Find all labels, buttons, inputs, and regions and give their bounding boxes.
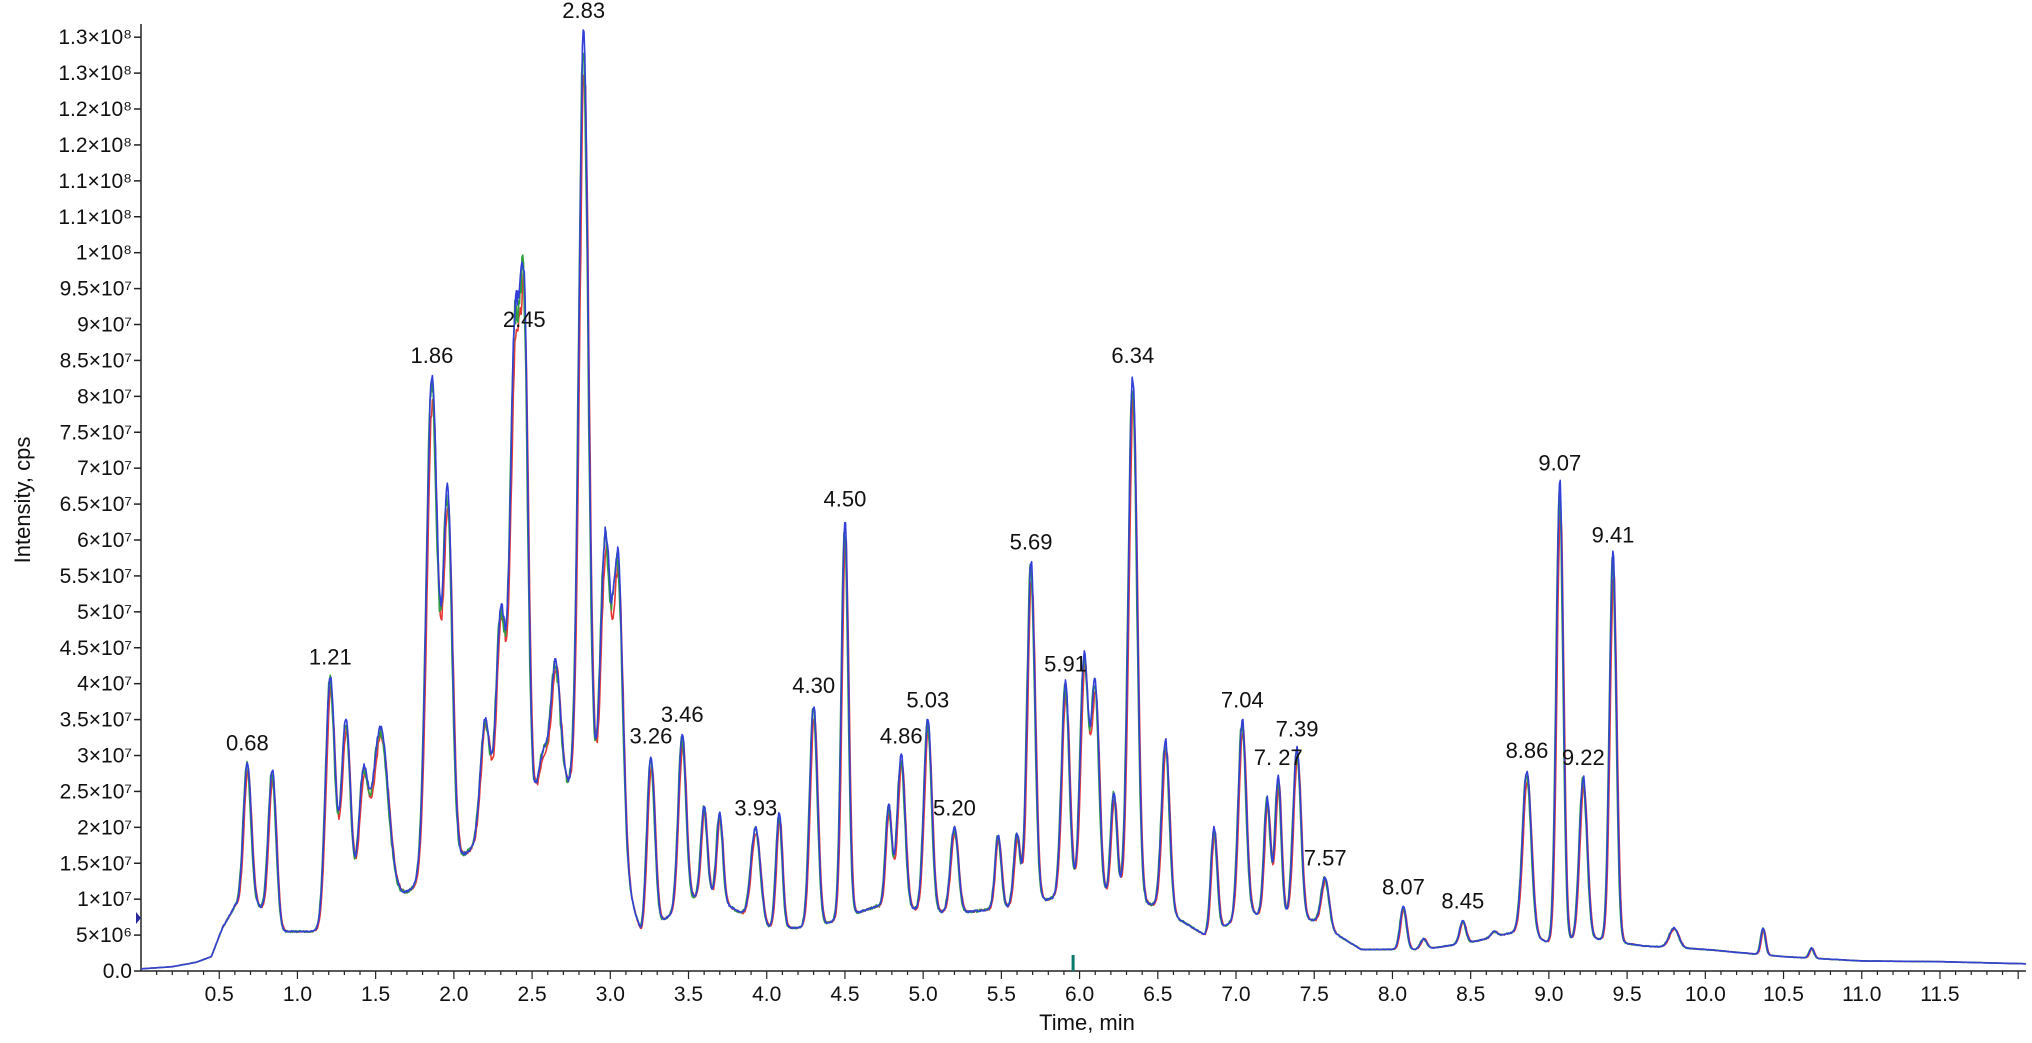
- x-tick-label: 6.5: [1143, 983, 1172, 1006]
- x-tick-label: 8.0: [1378, 983, 1407, 1006]
- y-axis-marker: [136, 912, 141, 924]
- x-tick-label: 7.0: [1221, 983, 1250, 1006]
- x-tick-label: 4.5: [830, 983, 859, 1006]
- peak-label: 4.50: [824, 486, 867, 511]
- peak-label: 4.86: [880, 724, 923, 749]
- y-tick-label: 0.0: [103, 960, 132, 983]
- peak-label: 4.30: [792, 673, 835, 698]
- x-axis-marker: [1071, 955, 1075, 971]
- peak-label: 9.07: [1538, 451, 1581, 476]
- peak-label: 1.21: [309, 644, 352, 669]
- y-tick-label: 4×10⁷: [77, 673, 132, 696]
- peak-label: 5.69: [1010, 530, 1053, 555]
- x-tick-label: 5.0: [909, 983, 938, 1006]
- y-tick-label: 6.5×10⁷: [60, 493, 132, 516]
- y-tick-label: 3×10⁷: [77, 745, 132, 768]
- peak-label: 7.04: [1221, 688, 1264, 713]
- peak-label: 5.20: [933, 795, 976, 820]
- y-tick-label: 3.5×10⁷: [60, 709, 132, 732]
- peak-label: 7. 27: [1254, 745, 1303, 770]
- y-tick-label: 7×10⁷: [77, 457, 132, 480]
- y-tick-label: 1.2×10⁸: [58, 98, 132, 121]
- y-tick-label: 1×10⁸: [76, 242, 132, 265]
- chromatogram-trace: [140, 52, 2027, 970]
- x-tick-label: 11.5: [1920, 983, 1959, 1006]
- y-tick-label: 8.5×10⁷: [60, 349, 132, 372]
- peak-label: 2.45: [503, 307, 546, 332]
- peak-label: 5.91: [1044, 652, 1087, 677]
- peak-label: 8.45: [1441, 889, 1484, 914]
- y-tick-label: 5.5×10⁷: [60, 565, 132, 588]
- x-tick-label: 10.5: [1763, 983, 1804, 1006]
- x-tick-label: 2.5: [517, 983, 546, 1006]
- y-tick-label: 7.5×10⁷: [60, 421, 132, 444]
- y-tick-label: 1.5×10⁷: [60, 852, 132, 875]
- y-tick-label: 1.1×10⁸: [58, 170, 132, 193]
- y-tick-label: 1.1×10⁸: [58, 206, 132, 229]
- peak-label: 9.22: [1562, 745, 1605, 770]
- x-axis: 0.5 1.0 1.5 2.0 2.5 3.0 3.5 4.0 4.5 5.0 5.5 6.0 6.5 7…: [141, 955, 2026, 1006]
- y-tick-label: 5×10⁷: [77, 601, 132, 624]
- x-tick-label: 6.0: [1065, 983, 1094, 1006]
- x-tick-label: 8.5: [1456, 983, 1485, 1006]
- y-tick-label: 6×10⁷: [77, 529, 132, 552]
- peak-label: 7.39: [1276, 716, 1319, 741]
- peak-label: 3.93: [734, 795, 777, 820]
- peak-label: 0.68: [226, 731, 269, 756]
- peak-labels: 0.68 1.21 1.86 2.45 2.83 3.263.46 3.93 4.30 4.50…: [226, 0, 1634, 914]
- peak-label: 3.46: [661, 702, 704, 727]
- y-tick-label: 1.3×10⁸: [58, 62, 132, 85]
- peak-label: 5.03: [906, 688, 949, 713]
- chromatogram-traces: [140, 29, 2027, 970]
- x-tick-label: 5.5: [987, 983, 1016, 1006]
- peak-label: 8.86: [1506, 738, 1549, 763]
- y-tick-label: 1×10⁷: [77, 888, 132, 911]
- chromatogram-trace: [140, 29, 2027, 970]
- x-tick-label: 7.5: [1300, 983, 1329, 1006]
- peak-label: 6.34: [1111, 343, 1154, 368]
- x-tick-label: 2.0: [439, 983, 468, 1006]
- y-tick-label: 1.3×10⁸: [58, 26, 132, 49]
- y-tick-label: 2.5×10⁷: [60, 780, 132, 803]
- x-axis-title: Time, min: [1039, 1010, 1135, 1035]
- x-tick-label: 1.0: [283, 983, 312, 1006]
- x-tick-label: 1.5: [361, 983, 390, 1006]
- peak-label: 3.26: [630, 724, 673, 749]
- y-tick-label: 1.2×10⁸: [58, 134, 132, 157]
- peak-label: 2.83: [562, 0, 605, 23]
- x-tick-label: 9.0: [1534, 983, 1563, 1006]
- y-tick-label: 9.5×10⁷: [60, 278, 132, 301]
- peak-label: 7.57: [1304, 846, 1347, 871]
- y-tick-label: 4.5×10⁷: [60, 637, 132, 660]
- x-tick-label: 0.5: [205, 983, 234, 1006]
- y-tick-label: 2×10⁷: [77, 816, 132, 839]
- peak-label: 1.86: [411, 343, 454, 368]
- peak-label: 8.07: [1382, 874, 1425, 899]
- x-tick-label: 3.5: [674, 983, 703, 1006]
- y-axis: 0.0 5×10⁶ 1×10⁷ 1.5×10⁷ 2×10⁷ 2.5×10⁷ 3×10⁷ 3.5…: [58, 24, 142, 983]
- chromatogram-trace: [140, 74, 2027, 970]
- x-tick-label: 4.0: [752, 983, 781, 1006]
- y-axis-title: Intensity, cps: [10, 437, 35, 564]
- y-tick-label: 9×10⁷: [77, 314, 132, 337]
- y-tick-label: 5×10⁶: [76, 924, 132, 947]
- y-tick-label: 8×10⁷: [77, 385, 132, 408]
- peak-label: 9.41: [1592, 522, 1635, 547]
- x-tick-label: 9.5: [1612, 983, 1641, 1006]
- x-tick-label: 3.0: [596, 983, 625, 1006]
- x-tick-label: 10.0: [1685, 983, 1726, 1006]
- x-tick-label: 11.0: [1842, 983, 1881, 1006]
